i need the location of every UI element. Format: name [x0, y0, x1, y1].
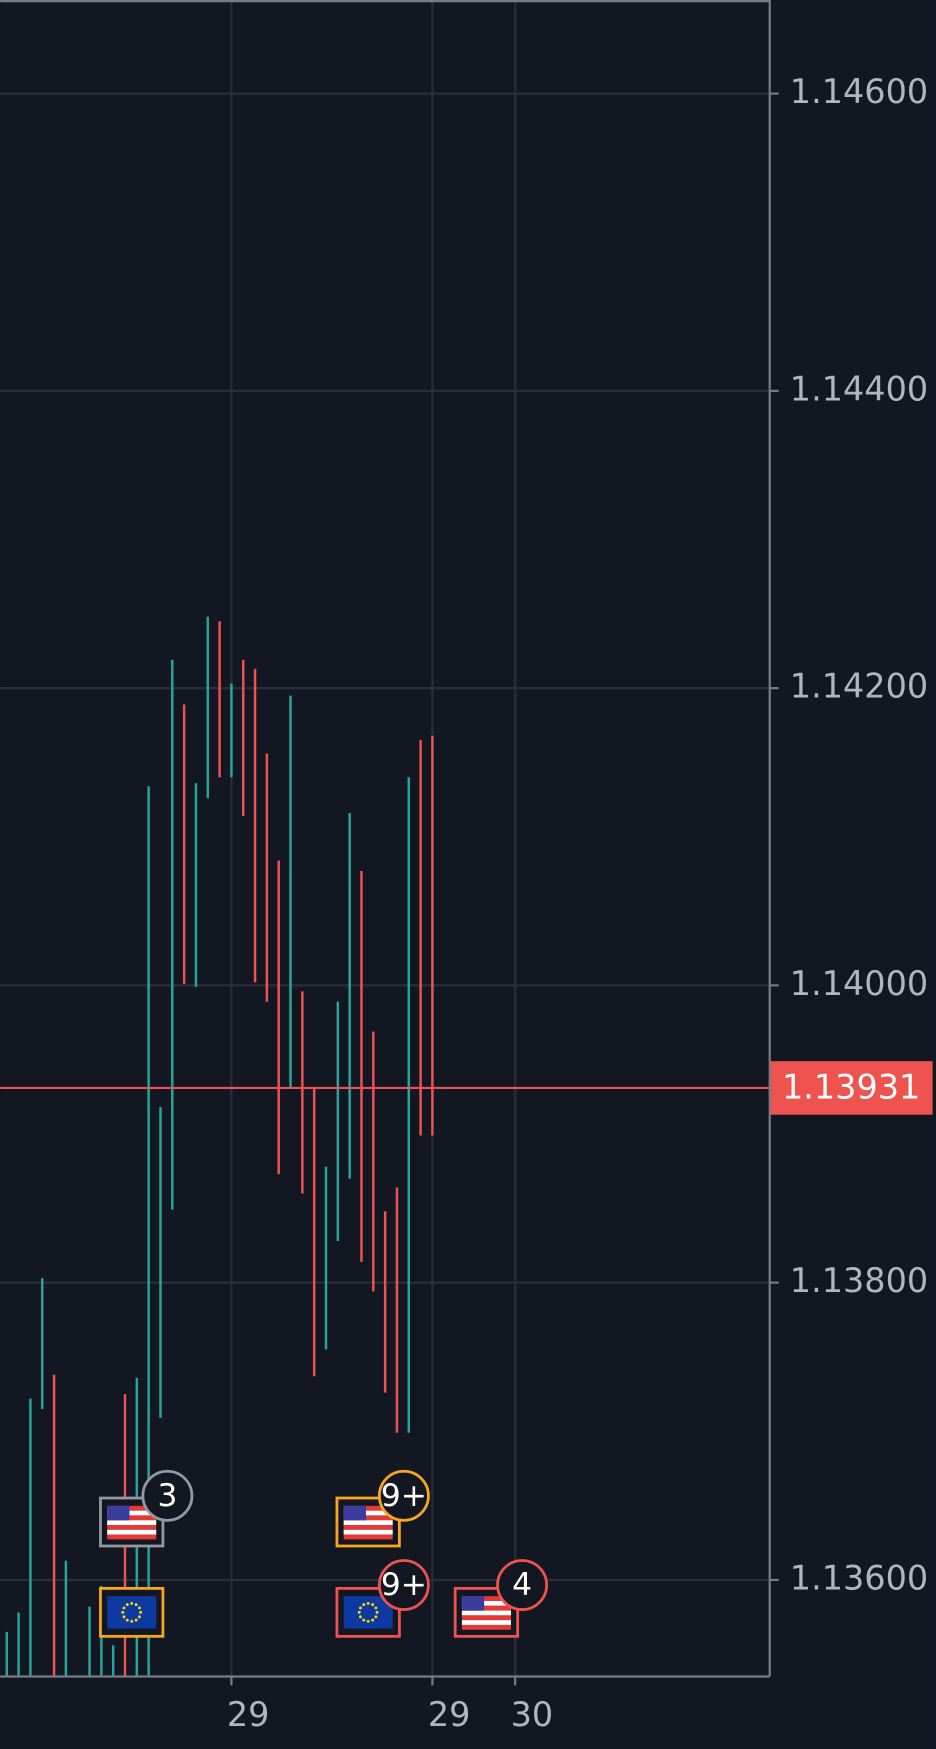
flag-star [125, 1603, 129, 1607]
flag-stripe [343, 1505, 393, 1511]
last-price-box [769, 1061, 933, 1115]
flag-star [137, 1606, 141, 1610]
flag-stripe [343, 1515, 393, 1521]
flag-star [122, 1615, 126, 1619]
event-badge-label: 3 [157, 1478, 177, 1514]
flag-star [366, 1601, 370, 1605]
x-tick-label: 29 [428, 1695, 471, 1734]
event-flag-us [335, 1496, 401, 1548]
flag-stripe [343, 1534, 393, 1540]
flag-star [366, 1619, 370, 1623]
flag-star [362, 1603, 366, 1607]
y-tick-label: 1.14200 [790, 667, 928, 706]
flag-stripe [461, 1615, 511, 1621]
flag-stripe [107, 1505, 157, 1511]
event-badge [496, 1559, 549, 1611]
flag-stripe [461, 1605, 511, 1611]
flag-star [358, 1606, 362, 1610]
flag-stripe [107, 1520, 157, 1526]
flag-star [137, 1615, 141, 1619]
flag-star [139, 1610, 143, 1614]
flag-star [371, 1603, 375, 1607]
flag-stripe [343, 1525, 393, 1530]
flag-stripe [343, 1510, 393, 1516]
flag-canton [107, 1505, 130, 1521]
flag-stripe [107, 1529, 157, 1535]
flag-stripe [461, 1596, 511, 1601]
last-price-label: 1.13931 [782, 1068, 920, 1107]
y-tick-label: 1.13800 [790, 1261, 928, 1300]
flag-star [130, 1601, 134, 1605]
flag-star [357, 1610, 361, 1614]
event-badge [377, 1469, 430, 1522]
flag-star [374, 1615, 378, 1619]
event-flag-us [453, 1586, 520, 1638]
y-tick-label: 1.14000 [790, 964, 928, 1003]
x-tick-label: 29 [227, 1695, 270, 1734]
y-tick-label: 1.13600 [790, 1558, 928, 1597]
flag-canton [461, 1596, 485, 1611]
flag-star [375, 1610, 379, 1614]
flag-stripe [461, 1624, 511, 1630]
flag-star [122, 1606, 126, 1610]
flag-star [374, 1606, 378, 1610]
flag-stripe [343, 1529, 393, 1535]
event-badge-label: 4 [512, 1567, 532, 1603]
event-badge-label: 9+ [381, 1478, 427, 1514]
event-badge-label: 9+ [381, 1567, 427, 1603]
flag-stripe [343, 1520, 393, 1526]
flag-field [107, 1596, 157, 1629]
flag-stripe [461, 1610, 511, 1616]
y-tick-label: 1.14600 [790, 72, 928, 111]
flag-stripe [107, 1534, 157, 1540]
flag-star [134, 1603, 138, 1607]
flag-star [130, 1619, 134, 1623]
flag-star [362, 1618, 366, 1622]
flag-stripe [107, 1510, 157, 1516]
event-badge [377, 1559, 430, 1611]
y-tick-label: 1.14400 [790, 369, 928, 408]
flag-star [134, 1618, 138, 1622]
flag-star [371, 1618, 375, 1622]
event-flag-eu [99, 1586, 165, 1638]
flag-stripe [107, 1515, 157, 1521]
flag-stripe [461, 1620, 511, 1625]
flag-stripe [461, 1600, 511, 1606]
flag-stripe [107, 1525, 157, 1530]
flag-star [125, 1618, 129, 1622]
flag-canton [343, 1505, 366, 1521]
flag-star [121, 1610, 125, 1614]
x-tick-label: 30 [511, 1695, 554, 1734]
event-badge [141, 1469, 194, 1522]
flag-star [358, 1615, 362, 1619]
